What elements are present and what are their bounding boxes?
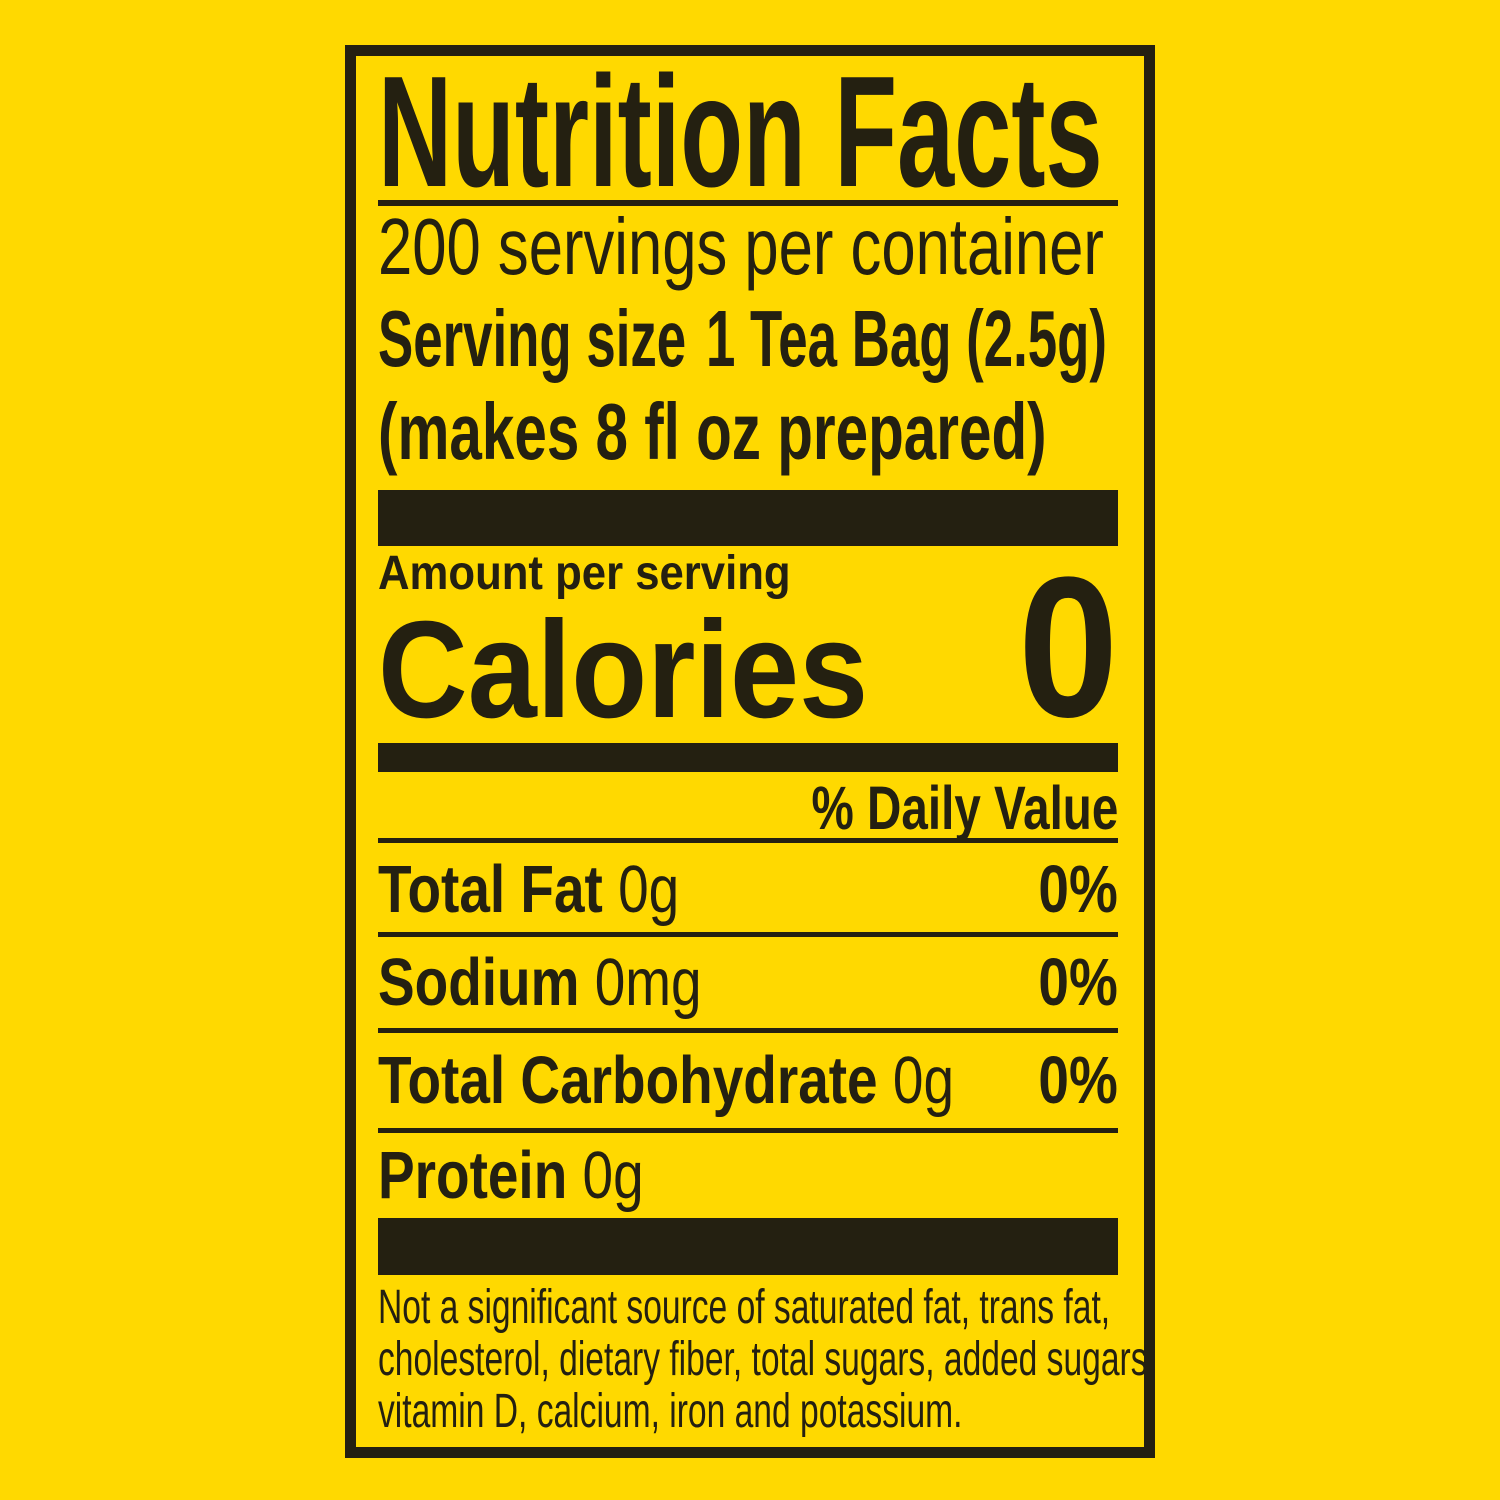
- nutrient-daily-value: 0%: [1038, 1043, 1118, 1118]
- footnote: Not a significant source of saturated fa…: [378, 1282, 1491, 1438]
- nutrient-name: Sodium: [378, 945, 580, 1020]
- nutrition-facts-title-text: Nutrition Facts: [378, 44, 1103, 220]
- row-divider: [378, 932, 1118, 937]
- footnote-line-1: Not a significant source of saturated fa…: [378, 1281, 1111, 1334]
- nutrient-row-total-carbohydrate: Total Carbohydrate 0g 0%: [378, 1047, 1118, 1114]
- servings-per-container: 200 servings per container: [378, 207, 1321, 287]
- nutrient-amount: 0g: [892, 1043, 954, 1118]
- nutrient-amount: 0mg: [594, 945, 702, 1020]
- calories-label: Calories: [378, 601, 923, 739]
- nutrient-daily-value: 0%: [1038, 852, 1118, 927]
- serving-size-note-text: (makes 8 fl oz prepared): [378, 387, 1047, 476]
- nutrient-row-sodium: Sodium 0mg 0%: [378, 949, 1118, 1016]
- nutrition-facts-panel: Nutrition Facts 200 servings per contain…: [345, 45, 1157, 1458]
- nutrient-name: Total Carbohydrate: [378, 1043, 878, 1118]
- daily-value-header: % Daily Value: [725, 778, 1118, 839]
- thick-separator-bar-top: [378, 490, 1118, 546]
- nutrient-row-total-fat: Total Fat 0g 0%: [378, 856, 1118, 923]
- nutrient-daily-value: 0%: [1038, 945, 1118, 1020]
- nutrition-facts-title: Nutrition Facts: [378, 53, 1493, 211]
- calories-value-text: 0: [1017, 536, 1118, 759]
- daily-value-header-text: % Daily Value: [811, 774, 1118, 842]
- nutrient-amount: 0g: [618, 852, 680, 927]
- footnote-line-3: vitamin D, calcium, iron and potassium.: [378, 1385, 963, 1438]
- serving-size-label: Serving size: [378, 294, 687, 383]
- serving-size-note: (makes 8 fl oz prepared): [378, 392, 1294, 472]
- title-divider: [378, 200, 1118, 206]
- nutrient-row-protein: Protein 0g: [378, 1142, 1118, 1209]
- calories-value: 0: [1007, 548, 1118, 748]
- serving-size-line: Serving size 1 Tea Bag (2.5g): [378, 299, 1482, 379]
- footnote-line-2: cholesterol, dietary fiber, total sugars…: [378, 1333, 1157, 1386]
- row-divider: [378, 1028, 1118, 1033]
- serving-size-value: 1 Tea Bag (2.5g): [705, 294, 1107, 383]
- row-divider: [378, 1128, 1118, 1133]
- amount-per-serving-text: Amount per serving: [378, 547, 791, 600]
- nutrient-name: Protein: [378, 1138, 568, 1213]
- nutrient-name: Total Fat: [378, 852, 603, 927]
- servings-per-container-text: 200 servings per container: [378, 202, 1104, 291]
- thick-separator-bar-bottom: [378, 1218, 1118, 1275]
- row-divider: [378, 838, 1118, 843]
- calories-label-text: Calories: [378, 593, 869, 747]
- medium-separator-bar: [378, 743, 1118, 772]
- amount-per-serving: Amount per serving: [378, 550, 831, 598]
- nutrient-amount: 0g: [582, 1138, 644, 1213]
